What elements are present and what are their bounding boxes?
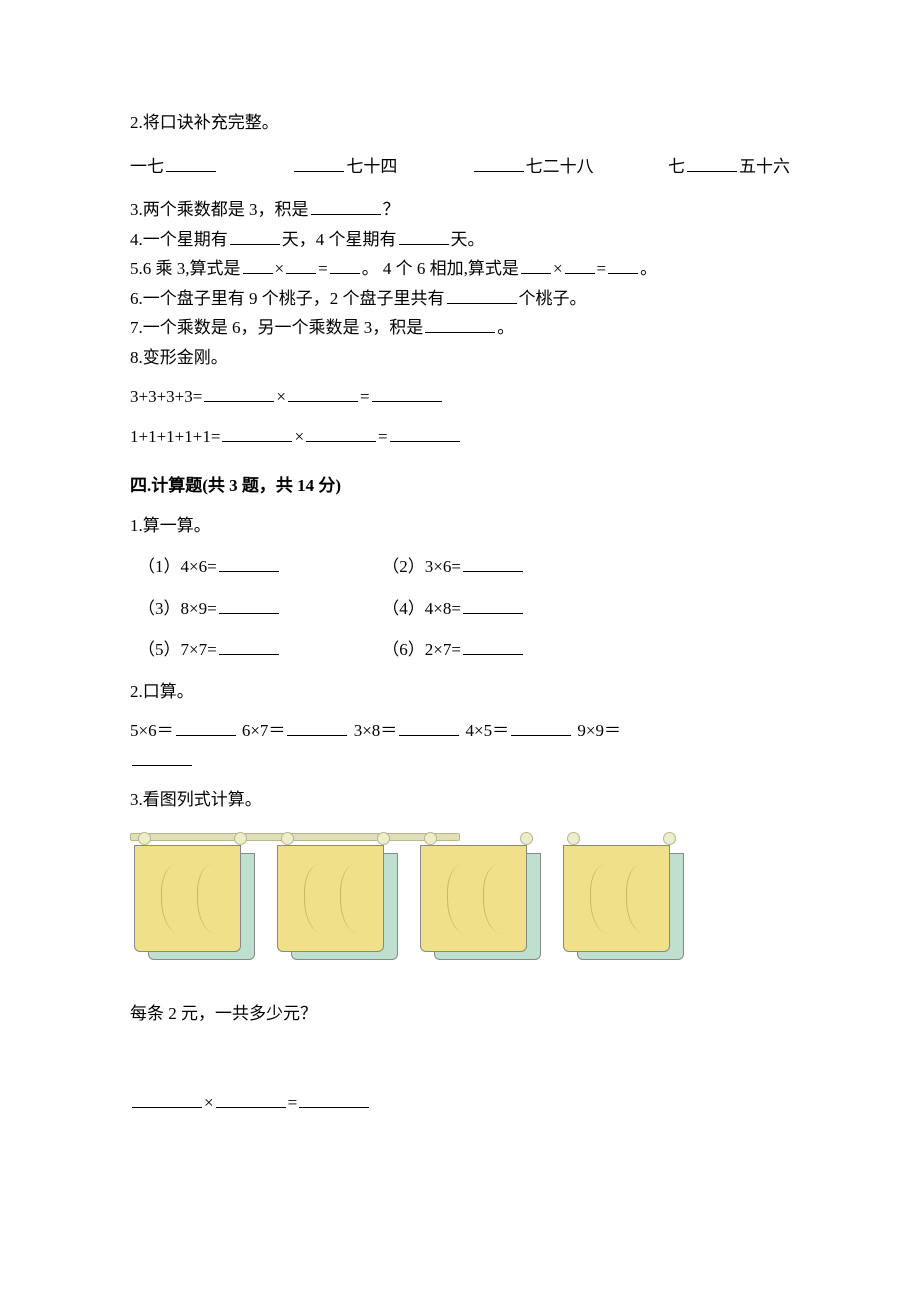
towel-group (559, 841, 684, 971)
s4q1-prompt: 1.算一算。 (130, 513, 790, 539)
s4q2-trailing (130, 748, 790, 774)
q2-item-2: 七十四 (292, 154, 397, 180)
q2-prompt: 2.将口诀补充完整。 (130, 110, 790, 136)
q8-eq2: 1+1+1+1+1=×= (130, 424, 790, 450)
s4q2-prompt: 2.口算。 (130, 679, 790, 705)
q3: 3.两个乘数都是 3，积是？ (130, 197, 790, 223)
towel-group (273, 841, 398, 971)
q7: 7.一个乘数是 6，另一个乘数是 3，积是。 (130, 315, 790, 341)
q2-item-1: 一七 (130, 154, 218, 180)
s4q1-row3: （5）7×7= （6）2×7= (130, 637, 790, 663)
towel-group (130, 841, 255, 971)
q2-items-row: 一七 七十四 七二十八 七五十六 (130, 154, 790, 180)
section-4-header: 四.计算题(共 3 题，共 14 分) (130, 473, 790, 499)
s4q1-row2: （3）8×9= （4）4×8= (130, 596, 790, 622)
s4q1-row1: （1）4×6= （2）3×6= (130, 554, 790, 580)
q2-item-3: 七二十八 (472, 154, 594, 180)
q8-eq1: 3+3+3+3=×= (130, 384, 790, 410)
q5: 5.6 乘 3,算式是×=。 4 个 6 相加,算式是×=。 (130, 256, 790, 282)
s4q2-items: 5×6＝ 6×7＝ 3×8＝ 4×5＝ 9×9＝ (130, 718, 790, 744)
s4q3-text: 每条 2 元，一共多少元？ (130, 1001, 790, 1027)
q6: 6.一个盘子里有 9 个桃子，2 个盘子里共有个桃子。 (130, 286, 790, 312)
s4q3-equation: ×= (130, 1090, 790, 1116)
q4: 4.一个星期有天，4 个星期有天。 (130, 227, 790, 253)
s4q3-prompt: 3.看图列式计算。 (130, 787, 790, 813)
towel-group (416, 841, 541, 971)
q8: 8.变形金刚。 (130, 345, 790, 371)
q2-item-4: 七五十六 (668, 154, 790, 180)
towel-bar (130, 833, 460, 841)
towel-illustration (130, 833, 790, 971)
